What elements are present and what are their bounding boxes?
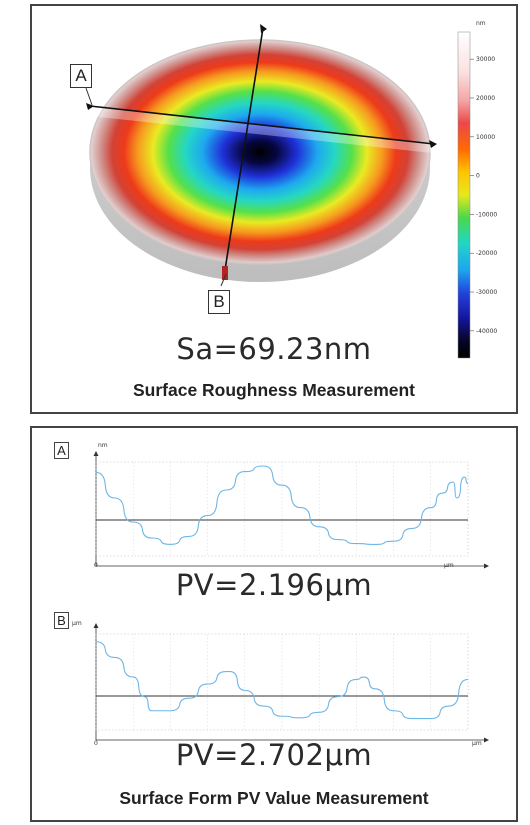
profile-b-y-unit: μm <box>72 620 82 627</box>
surface-3d-map: 30000 20000 10000 0 -10000 -20000 -30000 -40000 <box>85 24 497 359</box>
profile-a-x-origin: 0 <box>94 562 98 569</box>
disc-surface <box>90 40 430 264</box>
colorbar-tick-label: 10000 <box>476 134 495 141</box>
sa-value: Sa=69.23nm <box>176 332 372 366</box>
profile-a-label: A <box>54 442 69 459</box>
profile-b-pv: PV=2.702μm <box>175 738 373 772</box>
label-b-box: B <box>208 290 230 314</box>
section-line-a <box>89 105 435 145</box>
line-b-end-marker <box>222 266 228 280</box>
profile-line <box>95 465 469 545</box>
profile-line <box>95 641 469 720</box>
profile-b-x-origin: 0 <box>94 740 98 747</box>
colorbar-tick-label: 30000 <box>476 56 495 63</box>
colorbar <box>457 31 471 359</box>
colorbar-unit: nm <box>476 20 486 27</box>
colorbar-tick-label: 0 <box>476 173 480 180</box>
profile-a-x-unit: μm <box>444 562 454 569</box>
form-caption: Surface Form PV Value Measurement <box>119 788 429 808</box>
section-line-b <box>224 27 264 271</box>
line-a-start-marker <box>86 103 94 110</box>
line-a-end-marker <box>429 140 437 148</box>
roughness-caption: Surface Roughness Measurement <box>132 380 416 400</box>
line-b-start-marker <box>260 24 267 33</box>
profile-a-y-unit: nm <box>98 442 108 449</box>
disc-edge <box>89 39 431 265</box>
colorbar-tick-label: -10000 <box>476 211 497 218</box>
profile-a-band <box>90 106 432 153</box>
surface-form-panel: A nm μm 0 PV=2.196μm B μm μm 0 PV=2.702μ… <box>30 426 518 822</box>
surface-roughness-panel: 30000 20000 10000 0 -10000 -20000 -30000 -40000… <box>30 4 518 414</box>
colorbar-tick-label: -20000 <box>476 250 497 257</box>
profile-a-pv: PV=2.196μm <box>175 568 373 602</box>
profile-b-chart <box>93 623 489 743</box>
profile-a-chart <box>93 451 489 569</box>
colorbar-ticks: 30000 20000 10000 0 -10000 -20000 -30000 -40000 <box>470 56 497 335</box>
colorbar-tick-label: -40000 <box>476 328 497 335</box>
colorbar-tick-label: 20000 <box>476 95 495 102</box>
label-a-box: A <box>70 64 92 88</box>
profile-b-x-unit: μm <box>472 740 482 747</box>
colorbar-tick-label: -30000 <box>476 289 497 296</box>
profile-b-label: B <box>54 612 69 629</box>
